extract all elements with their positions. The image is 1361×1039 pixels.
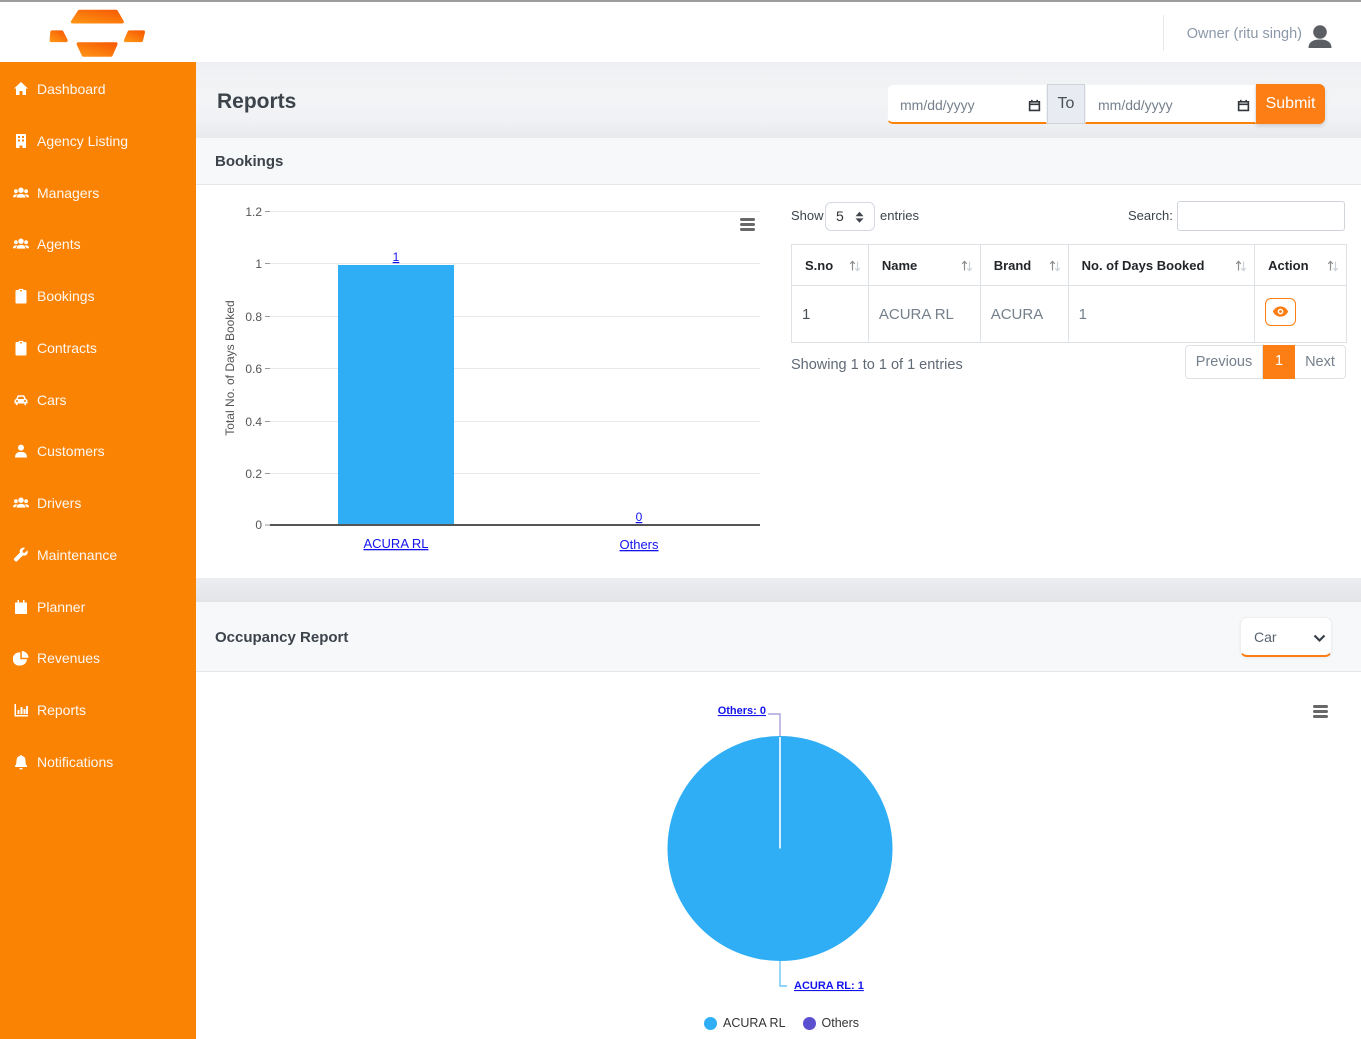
svg-text:Others: Others xyxy=(619,537,659,552)
svg-text:0.6: 0.6 xyxy=(245,362,262,376)
svg-text:Others: 0: Others: 0 xyxy=(718,705,766,717)
svg-text:ACURA RL: ACURA RL xyxy=(363,536,428,551)
svg-text:1.2: 1.2 xyxy=(245,205,262,219)
svg-text:0: 0 xyxy=(255,518,262,532)
svg-text:Total No. of Days Booked: Total No. of Days Booked xyxy=(223,300,237,435)
svg-text:0.4: 0.4 xyxy=(245,415,262,429)
svg-text:0: 0 xyxy=(636,510,643,524)
svg-text:ACURA RL: 1: ACURA RL: 1 xyxy=(794,980,864,992)
svg-text:0.8: 0.8 xyxy=(245,310,262,324)
svg-text:1: 1 xyxy=(393,250,400,264)
svg-text:0.2: 0.2 xyxy=(245,467,262,481)
svg-text:1: 1 xyxy=(255,257,262,271)
